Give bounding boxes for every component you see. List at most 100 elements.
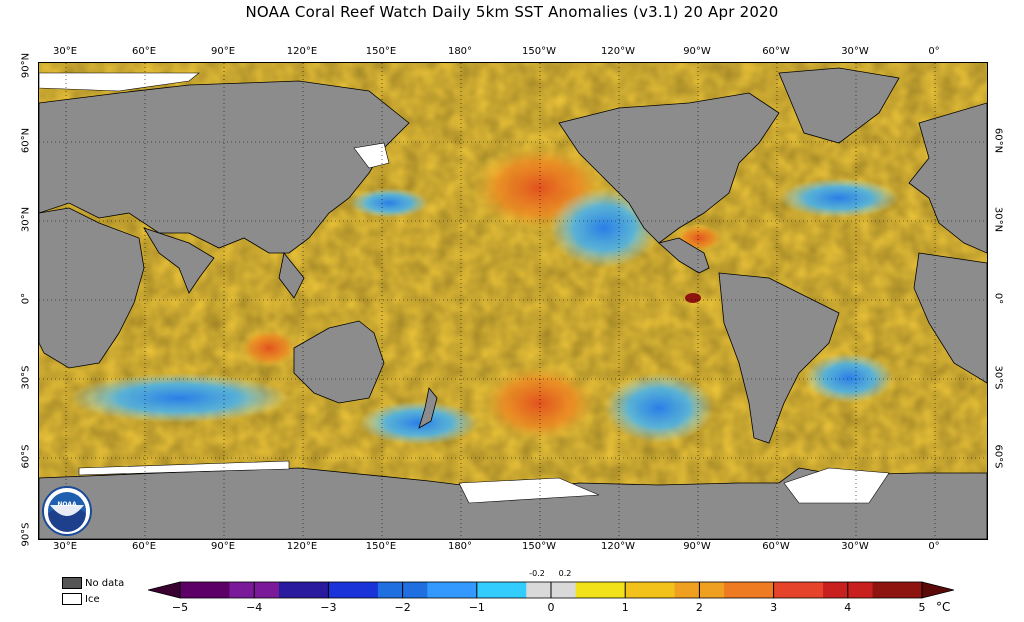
- colorbar: [148, 581, 954, 599]
- cold-anomaly-southern-ocean-aus: [359, 401, 479, 445]
- lon-bottom-label-11: 0°: [928, 541, 940, 552]
- colorbar-segment-6: [476, 582, 527, 598]
- cold-anomaly-south-pacific: [604, 373, 714, 443]
- lon-bottom-label-9: 60°W: [762, 541, 790, 552]
- land: [39, 67, 987, 539]
- no-data-label: No data: [85, 577, 125, 589]
- land-southeast-asia: [278, 252, 305, 299]
- lon-top-label-2: 90°E: [210, 46, 236, 57]
- lon-bottom-label-10: 30°W: [841, 541, 869, 552]
- colorbar-segment-9: [625, 582, 676, 598]
- colorbar-tick-label-7: 2: [695, 601, 703, 614]
- land-new-zealand: [418, 387, 438, 429]
- cold-anomaly-southern-indian: [69, 373, 289, 423]
- ice-label: Ice: [85, 593, 100, 605]
- cold-anomaly-south-atlantic: [804, 353, 894, 403]
- lon-bottom-label-3: 120°E: [286, 541, 318, 552]
- colorbar-tick-label-8: 3: [770, 601, 778, 614]
- no-data-swatch: [62, 577, 82, 589]
- ice-antarctic-ross: [458, 477, 600, 504]
- land-north-america: [558, 92, 780, 244]
- colorbar-tick-pos02: 0.2: [558, 569, 572, 578]
- lon-bottom-label-4: 150°E: [365, 541, 397, 552]
- warm-anomaly-south-pacific: [479, 363, 599, 443]
- cold-anomaly-kuroshio: [349, 188, 429, 218]
- lon-bottom-label-0: 30°E: [52, 541, 78, 552]
- lon-bottom-label-1: 60°E: [131, 541, 157, 552]
- colorbar-segment-14: [872, 582, 923, 598]
- land-south-america: [718, 272, 840, 444]
- lon-top-label-0: 30°E: [52, 46, 78, 57]
- colorbar-segment-11: [724, 582, 775, 598]
- land-greenland: [778, 67, 900, 144]
- colorbar-segment-8: [575, 582, 626, 598]
- lat-left-label-3: 0°: [20, 292, 32, 305]
- colorbar-unit: °C: [936, 600, 951, 614]
- colorbar-tick-label-2: −3: [320, 601, 337, 614]
- colorbar-tick-label-9: 4: [844, 601, 852, 614]
- sst-anomaly-map: [38, 62, 988, 540]
- colorbar-segment-2: [278, 582, 329, 598]
- warm-anomaly-indian: [239, 328, 299, 368]
- colorbar-tick-label-4: −1: [468, 601, 485, 614]
- sea-ice: [39, 72, 890, 504]
- noaa-logo: [42, 486, 92, 536]
- colorbar-segment-3: [328, 582, 379, 598]
- colorbar-tick-label-5: 0: [547, 601, 555, 614]
- lon-top-label-10: 30°W: [841, 46, 869, 57]
- land-antarctica: [39, 467, 987, 539]
- lat-left-label-6: 90°S: [20, 522, 32, 547]
- cold-anomaly-north-atlantic: [779, 178, 899, 218]
- colorbar-tick-label-0: −5: [171, 601, 189, 614]
- ice-swatch: [62, 593, 82, 605]
- lat-right-label-3: 30°S: [992, 365, 1004, 390]
- lon-bottom-label-8: 90°W: [683, 541, 711, 552]
- colorbar-tick-label-1: −4: [246, 601, 263, 614]
- lat-right-label-2: 0°: [992, 292, 1004, 305]
- map-legend: No data Ice: [62, 575, 124, 607]
- lat-left-label-4: 30°S: [20, 365, 32, 390]
- colorbar-tick-label-6: 1: [621, 601, 629, 614]
- ice-arctic-left: [39, 72, 200, 92]
- hot-spot-galapagos: [685, 293, 701, 303]
- map-title: NOAA Coral Reef Watch Daily 5km SST Anom…: [245, 3, 779, 21]
- lon-top-label-1: 60°E: [131, 46, 157, 57]
- lat-left-label-1: 60°N: [20, 127, 32, 154]
- graticule: [39, 63, 987, 539]
- land-central-america: [658, 237, 710, 274]
- ice-okhotsk: [353, 142, 390, 169]
- lat-right-label-0: 60°N: [992, 127, 1004, 154]
- lon-top-label-11: 0°: [928, 46, 940, 57]
- colorbar-segment-0: [180, 582, 230, 598]
- land-africa: [39, 207, 145, 369]
- lat-right-label-4: 60°S: [992, 444, 1004, 469]
- lat-right-label-1: 30°N: [992, 206, 1004, 233]
- land-arabia-india: [143, 227, 215, 294]
- colorbar-segment-12: [773, 582, 824, 598]
- lon-top-label-6: 150°W: [522, 46, 556, 57]
- lon-top-label-8: 90°W: [683, 46, 711, 57]
- lon-bottom-label-7: 120°W: [601, 541, 635, 552]
- colorbar-high-extension: [921, 581, 954, 599]
- ice-antarctic-rim: [78, 460, 290, 476]
- colorbar-segment-5: [427, 582, 478, 598]
- lon-top-label-9: 60°W: [762, 46, 790, 57]
- lon-top-label-4: 150°E: [365, 46, 397, 57]
- colorbar-tick-neg02: -0.2: [529, 569, 545, 578]
- lat-left-label-2: 30°N: [20, 206, 32, 233]
- colorbar-tick-label-10: 5: [918, 601, 926, 614]
- lat-left-label-5: 60°S: [20, 444, 32, 469]
- colorbar-tick-label-3: −2: [394, 601, 411, 614]
- noaa-logo-text: NOAA: [57, 501, 77, 508]
- land-australia: [293, 320, 385, 404]
- lat-left-label-0: 90°N: [20, 52, 32, 79]
- land-europe-right: [908, 102, 987, 254]
- colorbar-low-extension: [148, 581, 181, 599]
- ice-antarctic-weddell: [783, 467, 890, 504]
- cold-anomaly-east-pacific: [549, 188, 659, 268]
- lon-top-label-5: 180°: [447, 46, 473, 57]
- land-africa-right: [913, 252, 987, 384]
- lon-top-label-3: 120°E: [286, 46, 318, 57]
- lon-bottom-label-2: 90°E: [210, 541, 236, 552]
- lon-bottom-label-5: 180°: [447, 541, 473, 552]
